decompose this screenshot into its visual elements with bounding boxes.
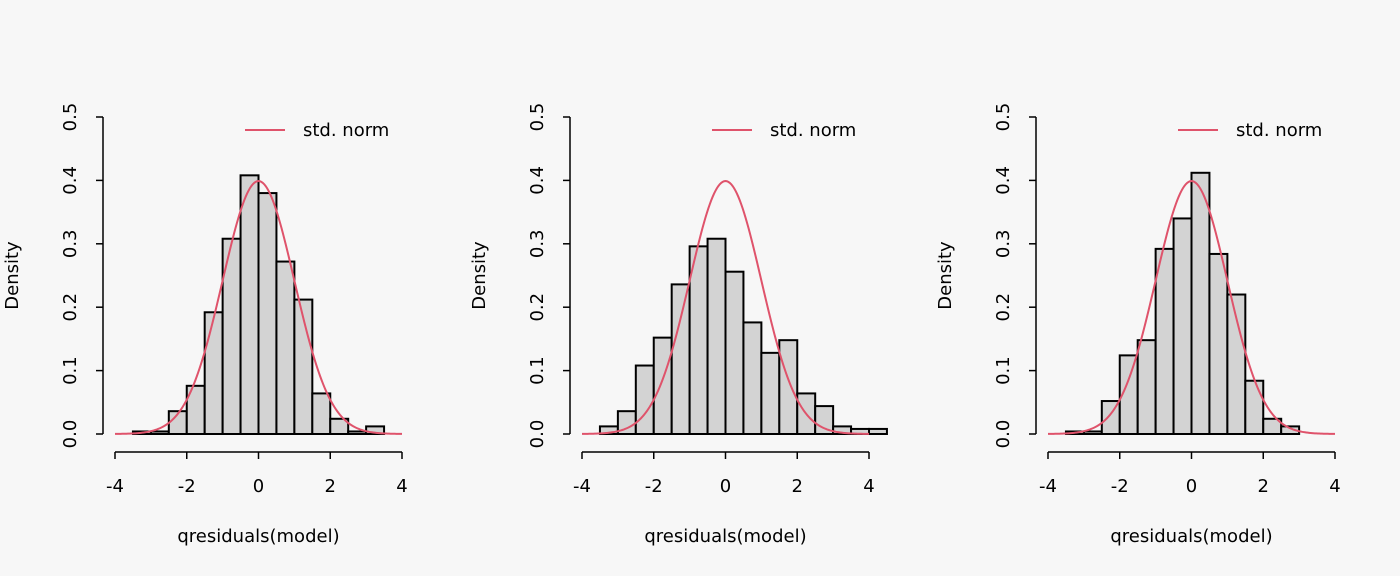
y-tick-label: 0.3: [527, 229, 548, 258]
histogram-bar: [724, 270, 745, 436]
y-tick-label: 0.0: [993, 420, 1014, 449]
histogram-panel-2: -4 -2 0 2 4qresiduals(model)0.00.10.20.30.40…: [469, 103, 888, 547]
x-axis-title: qresiduals(model): [177, 526, 339, 547]
histogram-bar: [760, 351, 781, 436]
y-tick-label: 0.5: [60, 103, 81, 132]
x-axis-title: qresiduals(model): [644, 526, 806, 547]
histogram-panel-1: -4 -2 0 2 4qresiduals(model)0.00.10.20.30.40…: [2, 103, 408, 547]
x-tick-label: -2: [178, 476, 196, 497]
x-tick-label: -4: [573, 476, 591, 497]
y-tick-label: 0.0: [527, 420, 548, 449]
y-tick-label: 0.4: [993, 166, 1014, 195]
histogram-bar: [1172, 217, 1193, 435]
y-tick-label: 0.1: [527, 356, 548, 385]
std-norm-curve: [114, 180, 403, 435]
y-tick-label: 0.4: [60, 166, 81, 195]
histogram-bar: [1208, 252, 1229, 435]
x-axis: -4 -2 0 2 4 qresiduals(model): [573, 451, 875, 547]
histogram-bar: [868, 427, 888, 435]
y-axis-title: Density: [935, 241, 956, 310]
x-tick-label: 2: [325, 476, 336, 497]
histogram-bar: [239, 174, 260, 436]
y-axis-title: Density: [469, 241, 490, 310]
histogram-bar: [1190, 171, 1211, 435]
legend-label: std. norm: [303, 120, 389, 141]
x-tick-label: -2: [1111, 476, 1129, 497]
x-tick-label: -4: [1039, 476, 1057, 497]
y-tick-label: 0.0: [60, 420, 81, 449]
x-tick-label: 0: [720, 476, 731, 497]
x-tick-label: 2: [792, 476, 803, 497]
legend-label: std. norm: [1236, 120, 1322, 141]
histogram-bar: [670, 283, 691, 435]
x-tick-label: 4: [863, 476, 874, 497]
x-tick-label: 4: [396, 476, 407, 497]
histogram-bar: [1154, 247, 1175, 435]
y-tick-label: 0.3: [993, 229, 1014, 258]
histogram-bar: [257, 192, 278, 435]
y-tick-label: 0.5: [993, 103, 1014, 132]
histogram-bar: [1226, 293, 1247, 435]
y-tick-label: 0.2: [993, 293, 1014, 322]
histogram-bar: [1244, 379, 1265, 435]
histogram-bar: [1082, 430, 1103, 435]
histogram-bar: [742, 321, 763, 436]
y-tick-label: 0.2: [60, 293, 81, 322]
histogram-bar: [347, 430, 368, 435]
x-axis: -4 -2 0 2 4 qresiduals(model): [106, 451, 408, 547]
x-tick-label: 2: [1258, 476, 1269, 497]
histogram-bar: [329, 417, 350, 435]
legend: std. norm: [1178, 120, 1322, 141]
histogram-bar: [149, 430, 170, 435]
std-norm-curve: [581, 180, 870, 435]
y-axis-title: Density: [2, 241, 23, 310]
y-axis: 0.0 0.1 0.2 0.3 0.4 0.5 Density: [2, 103, 104, 449]
legend: std. norm: [712, 120, 856, 141]
y-tick-label: 0.2: [527, 293, 548, 322]
y-tick-label: 0.4: [527, 166, 548, 195]
histogram-bar: [311, 392, 332, 436]
y-tick-label: 0.1: [60, 356, 81, 385]
histogram-bar: [203, 311, 224, 435]
histogram-bars: [1064, 171, 1301, 436]
x-tick-label: 0: [253, 476, 264, 497]
y-tick-label: 0.3: [60, 229, 81, 258]
histogram-bar: [634, 364, 655, 435]
y-tick-label: 0.5: [527, 103, 548, 132]
x-axis-title: qresiduals(model): [1110, 526, 1272, 547]
x-tick-label: 4: [1329, 476, 1340, 497]
histogram-bar: [275, 260, 296, 435]
histogram-bar: [1136, 339, 1157, 436]
y-axis: 0.0 0.1 0.2 0.3 0.4 0.5 Density: [935, 103, 1037, 449]
y-axis: 0.0 0.1 0.2 0.3 0.4 0.5 Density: [469, 103, 571, 449]
histogram-bar: [706, 237, 727, 435]
std-norm-curve: [1047, 180, 1336, 435]
histogram-bars: [131, 174, 386, 436]
x-tick-label: 0: [1186, 476, 1197, 497]
histogram-bar: [688, 245, 709, 435]
histogram-bar: [652, 336, 673, 436]
x-tick-label: -4: [106, 476, 124, 497]
legend-label: std. norm: [770, 120, 856, 141]
histogram-bar: [778, 339, 799, 436]
legend: std. norm: [245, 120, 389, 141]
x-tick-label: -2: [645, 476, 663, 497]
x-axis: -4 -2 0 2 4 qresiduals(model): [1039, 451, 1341, 547]
histogram-bars: [598, 237, 888, 436]
histogram-panel-3: -4 -2 0 2 4qresiduals(model)0.00.10.20.30.40…: [935, 103, 1341, 547]
y-tick-label: 0.1: [993, 356, 1014, 385]
